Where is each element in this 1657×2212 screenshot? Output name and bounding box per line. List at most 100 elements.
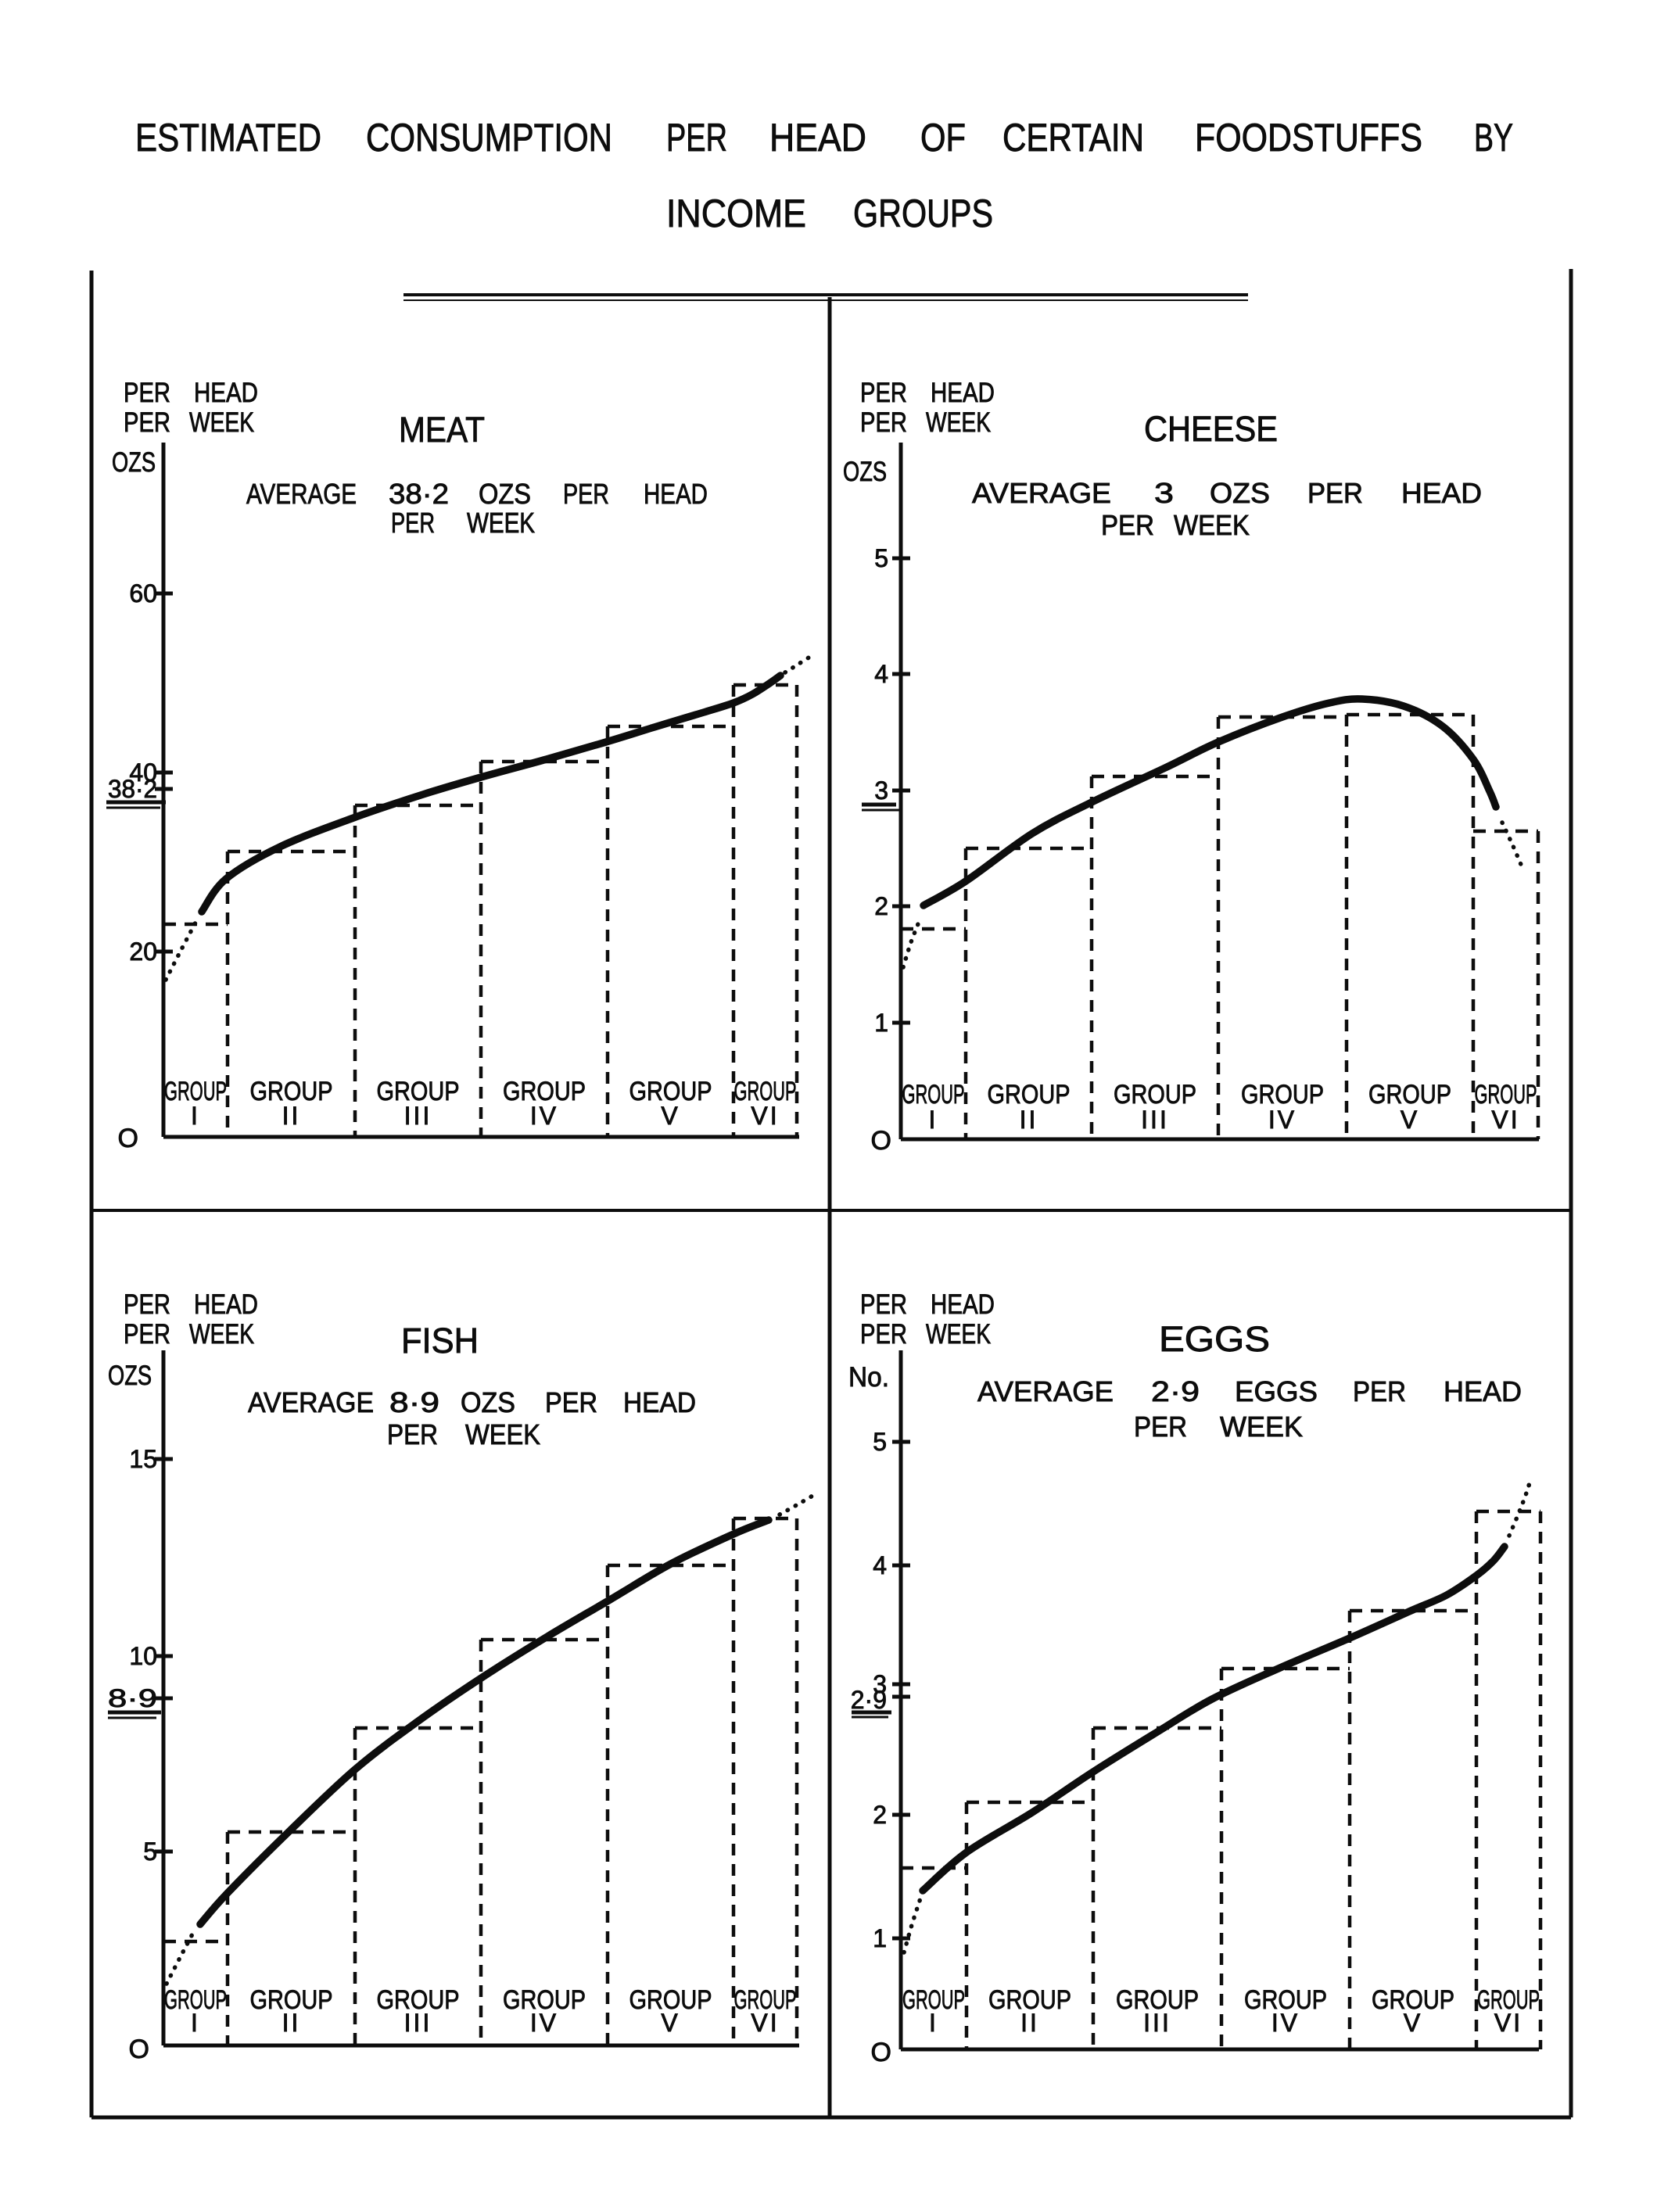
svg-text:WEEK: WEEK [1174, 509, 1250, 541]
svg-text:WEEK: WEEK [189, 1319, 254, 1350]
svg-text:HEAD: HEAD [644, 478, 708, 510]
svg-text:2: 2 [873, 1801, 887, 1829]
svg-text:40: 40 [129, 758, 157, 787]
svg-text:3: 3 [874, 776, 888, 805]
svg-text:IV: IV [1268, 1106, 1297, 1134]
svg-text:GROUP: GROUP [1372, 1985, 1454, 2015]
svg-text:GROUP: GROUP [164, 1985, 227, 2015]
svg-text:GROUP: GROUP [629, 1077, 712, 1106]
svg-text:PER: PER [860, 1289, 907, 1320]
svg-text:HEAD: HEAD [1444, 1375, 1522, 1407]
svg-text:IV: IV [530, 1102, 558, 1130]
svg-text:PER: PER [124, 1319, 170, 1350]
svg-text:FOODSTUFFS: FOODSTUFFS [1195, 116, 1422, 160]
svg-text:WEEK: WEEK [1220, 1411, 1303, 1443]
svg-text:PER: PER [666, 116, 727, 160]
svg-text:VI: VI [751, 1102, 779, 1130]
svg-text:OZS: OZS [112, 447, 156, 478]
svg-text:V: V [661, 2009, 680, 2037]
svg-text:CONSUMPTION: CONSUMPTION [366, 116, 612, 160]
svg-text:III: III [404, 1102, 432, 1130]
svg-text:GROUP: GROUP [503, 1077, 586, 1106]
svg-text:II: II [282, 1102, 301, 1130]
svg-text:WEEK: WEEK [189, 407, 254, 438]
svg-text:4: 4 [874, 660, 888, 688]
svg-text:IV: IV [1271, 2009, 1300, 2037]
svg-text:PER: PER [1134, 1411, 1187, 1443]
svg-text:GROUP: GROUP [734, 1985, 797, 2015]
svg-text:II: II [282, 2009, 301, 2037]
svg-text:AVERAGE: AVERAGE [977, 1375, 1114, 1407]
svg-text:VI: VI [1494, 2009, 1523, 2037]
svg-text:GROUP: GROUP [1241, 1080, 1324, 1110]
svg-text:2: 2 [874, 892, 888, 920]
svg-text:V: V [1401, 1106, 1419, 1134]
svg-text:GROUP: GROUP [1475, 1080, 1537, 1110]
svg-text:AVERAGE: AVERAGE [248, 1386, 374, 1418]
svg-text:8·9: 8·9 [108, 1684, 157, 1712]
svg-text:BY: BY [1474, 116, 1513, 160]
svg-text:MEAT: MEAT [399, 410, 485, 450]
svg-text:PER: PER [545, 1386, 597, 1418]
svg-text:GROUP: GROUP [1477, 1985, 1540, 2015]
svg-text:1: 1 [874, 1009, 888, 1037]
svg-text:OZS: OZS [461, 1386, 515, 1418]
svg-text:8·9: 8·9 [389, 1386, 439, 1418]
svg-text:GROUP: GROUP [503, 1985, 586, 2015]
svg-text:FISH: FISH [401, 1321, 479, 1361]
svg-text:PER: PER [1353, 1375, 1406, 1407]
svg-text:GROUP: GROUP [629, 1985, 712, 2015]
svg-text:PER: PER [124, 407, 170, 438]
svg-text:III: III [1143, 2009, 1171, 2037]
svg-text:WEEK: WEEK [926, 407, 991, 438]
svg-text:O: O [118, 1124, 138, 1153]
svg-text:O: O [871, 1126, 891, 1156]
svg-text:PER: PER [563, 478, 609, 510]
svg-text:GROUP: GROUP [988, 1985, 1071, 2015]
svg-text:GROUP: GROUP [902, 1985, 965, 2015]
svg-text:HEAD: HEAD [194, 1289, 258, 1320]
svg-text:OZS: OZS [1210, 477, 1270, 509]
svg-text:10: 10 [129, 1642, 157, 1670]
svg-text:3: 3 [1154, 477, 1174, 509]
svg-text:CERTAIN: CERTAIN [1002, 116, 1144, 160]
svg-text:IV: IV [530, 2009, 558, 2037]
svg-text:WEEK: WEEK [467, 507, 535, 539]
svg-text:I: I [191, 1102, 200, 1130]
svg-text:GROUP: GROUP [250, 1985, 333, 2015]
svg-text:OF: OF [920, 116, 966, 160]
svg-text:HEAD: HEAD [931, 378, 995, 408]
svg-text:HEAD: HEAD [1401, 477, 1482, 509]
svg-text:GROUP: GROUP [377, 1077, 460, 1106]
svg-text:4: 4 [873, 1551, 887, 1579]
svg-text:V: V [1404, 2009, 1422, 2037]
svg-text:PER: PER [860, 378, 907, 408]
svg-text:GROUP: GROUP [164, 1077, 227, 1106]
svg-text:5: 5 [873, 1428, 887, 1456]
svg-text:III: III [1141, 1106, 1169, 1134]
svg-text:2·9: 2·9 [851, 1686, 887, 1714]
svg-text:5: 5 [874, 544, 888, 572]
svg-text:I: I [929, 1106, 938, 1134]
svg-text:PER: PER [124, 378, 170, 408]
svg-text:PER: PER [860, 1319, 907, 1350]
svg-text:GROUP: GROUP [377, 1985, 460, 2015]
svg-text:PER: PER [387, 1418, 438, 1450]
svg-text:ESTIMATED: ESTIMATED [135, 116, 321, 160]
svg-text:GROUP: GROUP [1114, 1080, 1196, 1110]
svg-text:O: O [871, 2038, 891, 2067]
svg-text:VI: VI [751, 2009, 779, 2037]
svg-text:GROUPS: GROUPS [853, 192, 993, 235]
svg-text:GROUP: GROUP [1116, 1985, 1199, 2015]
svg-text:PER: PER [391, 507, 435, 539]
svg-text:II: II [1020, 2009, 1039, 2037]
svg-text:O: O [129, 2035, 149, 2064]
svg-text:WEEK: WEEK [926, 1319, 991, 1350]
svg-text:OZS: OZS [843, 457, 887, 487]
svg-text:OZS: OZS [108, 1361, 152, 1391]
svg-text:II: II [1020, 1106, 1038, 1134]
svg-text:OZS: OZS [479, 478, 531, 510]
svg-text:GROUP: GROUP [734, 1077, 797, 1106]
svg-text:I: I [929, 2009, 938, 2037]
svg-text:EGGS: EGGS [1159, 1319, 1270, 1359]
